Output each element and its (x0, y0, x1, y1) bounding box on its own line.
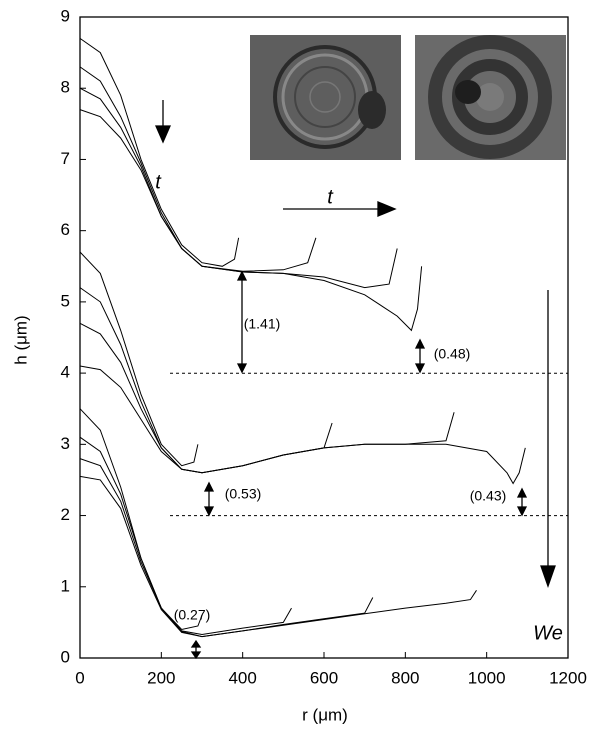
x-tick-label: 400 (228, 668, 256, 687)
profile-line (79, 322, 455, 474)
profile-line (79, 109, 423, 332)
annotation: (0.53) (225, 486, 262, 502)
profile-line (79, 475, 477, 638)
x-tick-label: 0 (75, 668, 84, 687)
y-tick-label: 9 (61, 6, 70, 25)
profile-line (79, 436, 292, 636)
annotation: (0.27) (174, 607, 211, 623)
annotation: We (533, 622, 563, 644)
y-tick-label: 6 (61, 220, 70, 239)
x-tick-label: 1000 (468, 668, 506, 687)
y-tick-label: 0 (61, 647, 70, 666)
y-tick-label: 2 (61, 505, 70, 524)
arrows (155, 100, 556, 660)
annotation: (0.43) (470, 488, 507, 504)
annotation: (1.41) (244, 316, 281, 332)
x-tick-label: 200 (147, 668, 175, 687)
inset-right (415, 35, 566, 160)
y-tick-label: 1 (61, 576, 70, 595)
y-tick-label: 4 (61, 363, 70, 382)
annotation: (0.48) (434, 346, 471, 362)
dashed-lines (170, 372, 568, 517)
profile-line (79, 37, 240, 267)
profile-line (79, 287, 333, 474)
y-tick-label: 8 (61, 78, 70, 97)
profile-line (79, 408, 203, 631)
annotation: t (155, 171, 162, 193)
x-axis-label: r (μm) (302, 705, 348, 724)
profile-line (79, 365, 526, 485)
x-tick-label: 1200 (549, 668, 587, 687)
y-tick-label: 5 (61, 291, 70, 310)
annotation: t (327, 186, 334, 208)
x-tick-label: 600 (310, 668, 338, 687)
profile-line (79, 251, 199, 467)
x-tick-label: 800 (391, 668, 419, 687)
y-tick-label: 7 (61, 149, 70, 168)
y-tick-label: 3 (61, 434, 70, 453)
y-axis-label: h (μm) (11, 315, 30, 364)
inset-left (250, 35, 401, 160)
